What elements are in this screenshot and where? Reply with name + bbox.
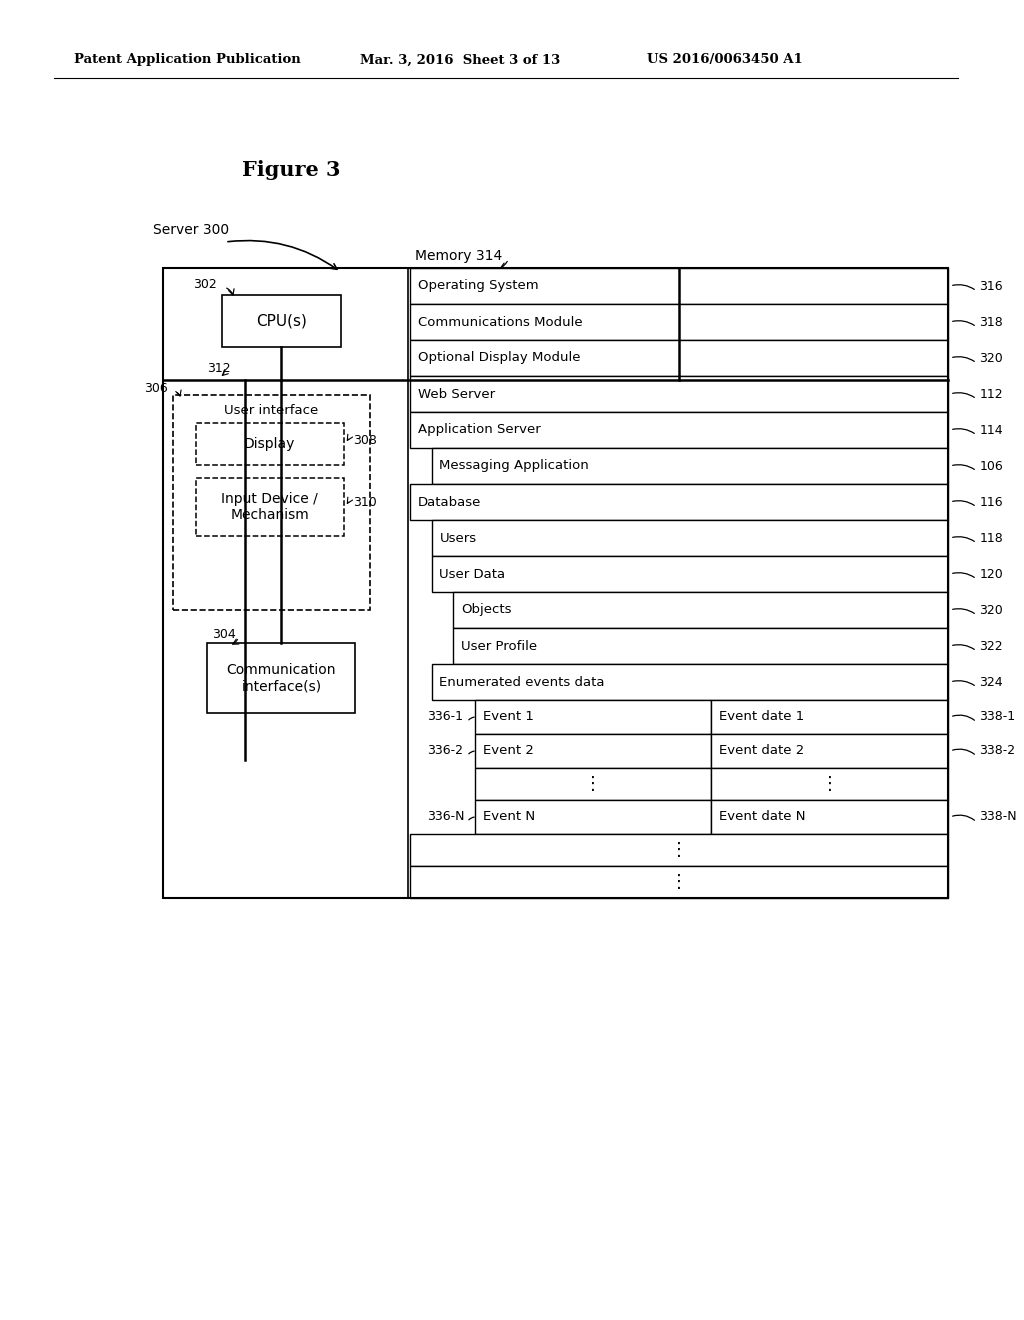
Text: 338-N: 338-N	[980, 810, 1017, 824]
Bar	[410, 376, 948, 412]
Bar	[431, 556, 948, 591]
Bar	[712, 800, 948, 834]
Text: Patent Application Publication: Patent Application Publication	[74, 54, 301, 66]
Text: 338-1: 338-1	[980, 710, 1016, 723]
Text: CPU(s): CPU(s)	[256, 314, 307, 329]
Text: Event date 1: Event date 1	[720, 710, 805, 723]
Text: Users: Users	[439, 532, 476, 544]
Bar	[410, 484, 948, 520]
Text: Event N: Event N	[483, 810, 535, 824]
Text: 320: 320	[980, 351, 1004, 364]
Text: 310: 310	[353, 496, 377, 510]
Text: Communications Module: Communications Module	[418, 315, 583, 329]
Text: 336-N: 336-N	[428, 810, 465, 824]
Bar	[196, 422, 344, 465]
Text: 336-1: 336-1	[428, 710, 464, 723]
Text: User Data: User Data	[439, 568, 506, 581]
Text: Input Device /
Mechanism: Input Device / Mechanism	[221, 492, 318, 523]
Text: 106: 106	[980, 459, 1004, 473]
Bar	[712, 700, 948, 734]
Text: Server 300: Server 300	[153, 223, 229, 238]
Bar	[431, 520, 948, 556]
Text: Messaging Application: Messaging Application	[439, 459, 589, 473]
Text: 336-2: 336-2	[428, 744, 464, 758]
Text: 302: 302	[194, 279, 217, 292]
Bar	[196, 478, 344, 536]
Text: 338-2: 338-2	[980, 744, 1016, 758]
Bar	[712, 734, 948, 768]
Text: Enumerated events data: Enumerated events data	[439, 676, 605, 689]
Text: 308: 308	[353, 433, 378, 446]
Text: Optional Display Module: Optional Display Module	[418, 351, 581, 364]
Bar	[475, 700, 712, 734]
Bar	[431, 664, 948, 700]
Text: 304: 304	[212, 628, 237, 642]
Text: Event date 2: Event date 2	[720, 744, 805, 758]
Text: Operating System: Operating System	[418, 280, 539, 293]
Text: Communication
interface(s): Communication interface(s)	[226, 663, 336, 693]
Bar	[208, 643, 355, 713]
Text: Mar. 3, 2016  Sheet 3 of 13: Mar. 3, 2016 Sheet 3 of 13	[360, 54, 561, 66]
Bar	[222, 294, 341, 347]
Text: Display: Display	[244, 437, 295, 451]
Bar	[410, 268, 948, 304]
Text: 112: 112	[980, 388, 1004, 400]
Bar	[475, 800, 712, 834]
Text: 114: 114	[980, 424, 1004, 437]
Bar	[163, 268, 948, 898]
Bar	[475, 768, 712, 800]
Text: 316: 316	[980, 280, 1004, 293]
Bar	[454, 628, 948, 664]
Text: US 2016/0063450 A1: US 2016/0063450 A1	[647, 54, 803, 66]
Text: ⋮: ⋮	[820, 775, 839, 793]
Text: Event date N: Event date N	[720, 810, 806, 824]
Bar	[410, 834, 948, 866]
Text: 322: 322	[980, 639, 1004, 652]
Text: Web Server: Web Server	[418, 388, 495, 400]
Text: 116: 116	[980, 495, 1004, 508]
Text: 318: 318	[980, 315, 1004, 329]
Text: Objects: Objects	[461, 603, 512, 616]
Text: ⋮: ⋮	[670, 873, 688, 891]
Text: 324: 324	[980, 676, 1004, 689]
Bar	[454, 591, 948, 628]
Text: Memory 314: Memory 314	[415, 249, 502, 263]
Text: ⋮: ⋮	[670, 841, 688, 859]
Bar	[712, 768, 948, 800]
Text: Database: Database	[418, 495, 481, 508]
Text: 312: 312	[208, 362, 231, 375]
Bar	[410, 341, 948, 376]
Text: User interface: User interface	[224, 404, 318, 417]
Bar	[410, 412, 948, 447]
Text: 118: 118	[980, 532, 1004, 544]
Text: 120: 120	[980, 568, 1004, 581]
Bar	[173, 395, 371, 610]
Bar	[475, 734, 712, 768]
Bar	[431, 447, 948, 484]
Text: 320: 320	[980, 603, 1004, 616]
Text: Event 1: Event 1	[483, 710, 534, 723]
Text: 306: 306	[144, 383, 168, 396]
Bar	[410, 304, 948, 341]
Text: Figure 3: Figure 3	[242, 160, 341, 180]
Text: Event 2: Event 2	[483, 744, 534, 758]
Text: User Profile: User Profile	[461, 639, 538, 652]
Text: Application Server: Application Server	[418, 424, 541, 437]
Text: ⋮: ⋮	[585, 775, 602, 793]
Bar	[410, 866, 948, 898]
